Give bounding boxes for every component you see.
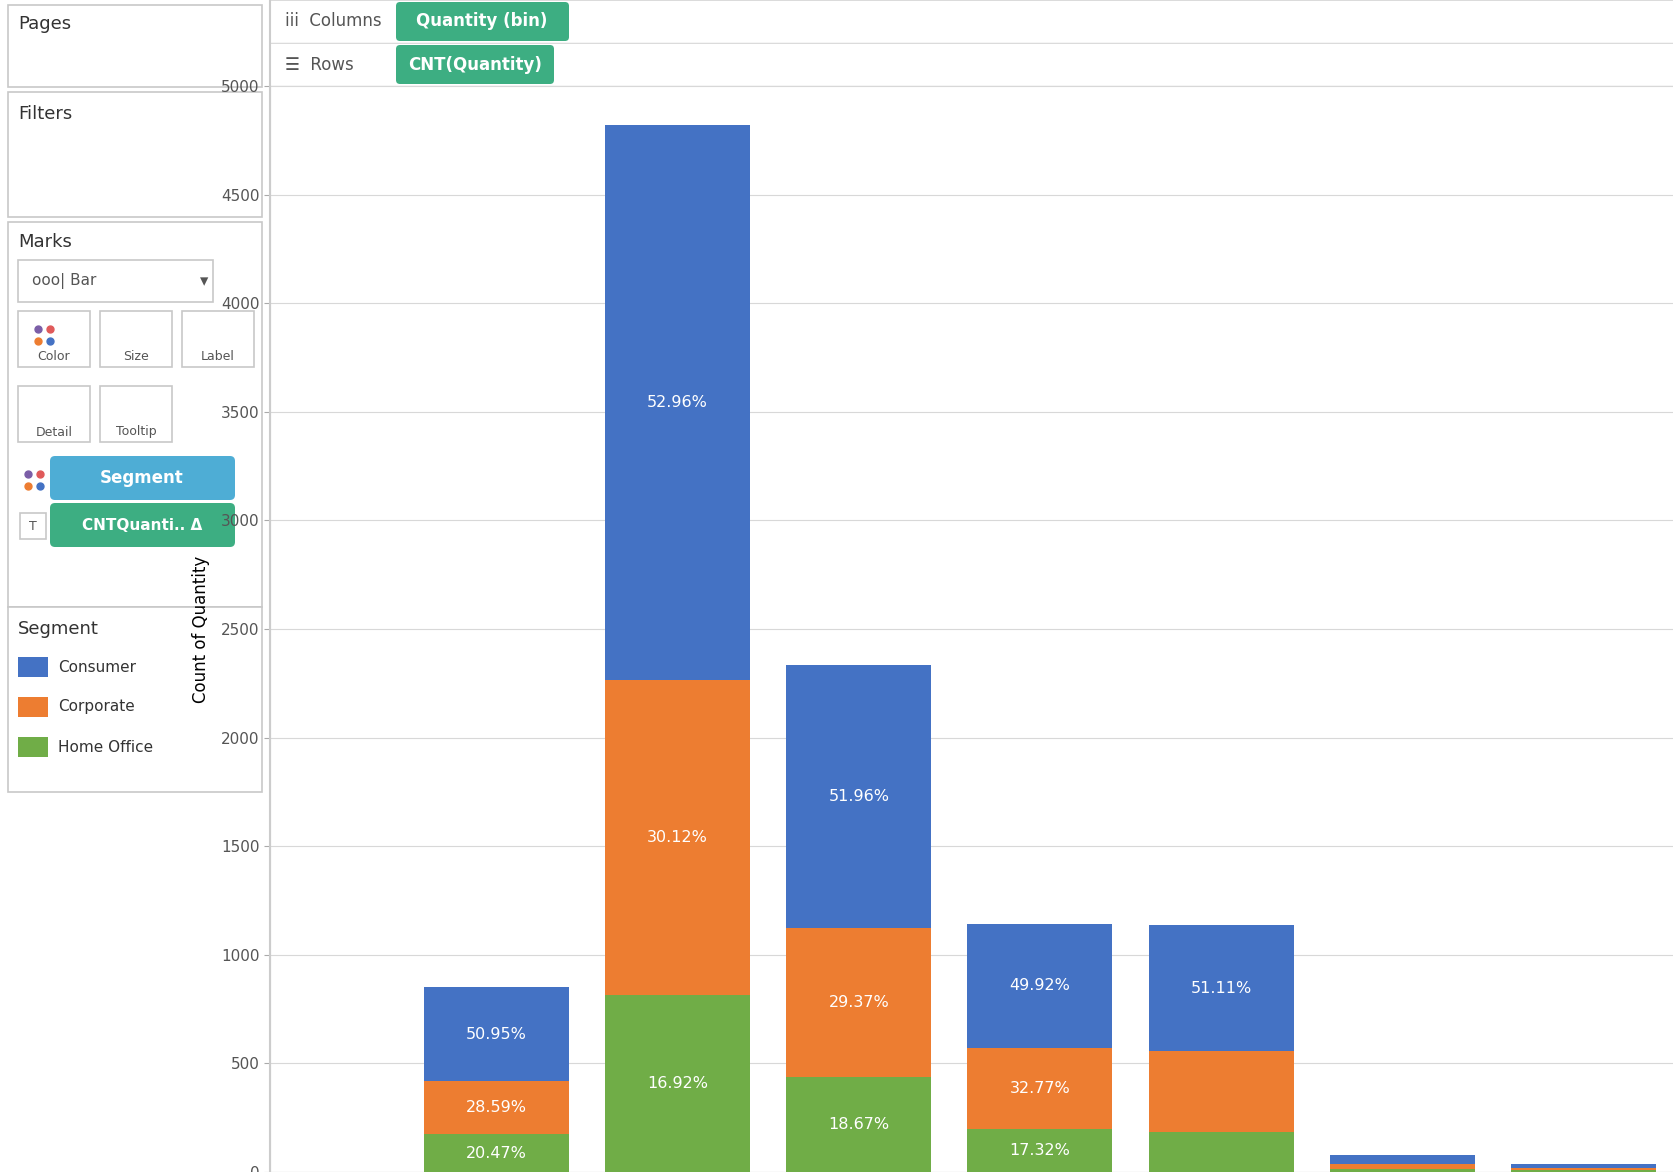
FancyBboxPatch shape	[20, 513, 45, 539]
Text: CNT(Quantity): CNT(Quantity)	[408, 55, 542, 74]
Bar	[423, 1082, 569, 1134]
FancyBboxPatch shape	[8, 222, 263, 607]
Text: 30.12%: 30.12%	[647, 830, 708, 845]
Text: 49.92%: 49.92%	[1009, 979, 1069, 994]
Text: 29.37%: 29.37%	[828, 995, 888, 1010]
Text: ▾: ▾	[199, 272, 207, 289]
Bar	[1511, 1171, 1655, 1172]
Bar	[786, 665, 930, 928]
Text: Corporate: Corporate	[59, 700, 134, 715]
Bar	[423, 987, 569, 1082]
Text: Pages: Pages	[18, 15, 70, 33]
FancyBboxPatch shape	[18, 311, 90, 367]
Bar	[18, 657, 49, 677]
Text: Filters: Filters	[18, 105, 72, 123]
Text: Segment: Segment	[18, 620, 99, 638]
Bar	[1328, 1164, 1474, 1170]
Text: Tooltip: Tooltip	[115, 425, 156, 438]
Text: ☰  Rows: ☰ Rows	[284, 55, 353, 74]
Bar	[1511, 1165, 1655, 1168]
Bar	[604, 125, 750, 680]
Text: Label: Label	[201, 350, 234, 363]
Text: Home Office: Home Office	[59, 740, 152, 755]
Text: 17.32%: 17.32%	[1009, 1143, 1069, 1158]
Text: 32.77%: 32.77%	[1009, 1081, 1069, 1096]
Bar	[604, 680, 750, 995]
Bar	[967, 1048, 1113, 1129]
FancyBboxPatch shape	[8, 607, 263, 792]
Text: 51.96%: 51.96%	[828, 789, 888, 804]
Bar	[786, 1077, 930, 1172]
Bar	[1328, 1170, 1474, 1172]
FancyBboxPatch shape	[397, 45, 554, 84]
FancyBboxPatch shape	[397, 2, 569, 41]
Bar	[1148, 925, 1293, 1051]
Bar	[423, 1134, 569, 1172]
FancyBboxPatch shape	[18, 260, 212, 302]
Text: Detail: Detail	[35, 425, 72, 438]
Text: Size: Size	[124, 350, 149, 363]
Bar	[1148, 1132, 1293, 1172]
FancyBboxPatch shape	[182, 311, 254, 367]
FancyBboxPatch shape	[100, 311, 172, 367]
Text: Color: Color	[38, 350, 70, 363]
FancyBboxPatch shape	[100, 386, 172, 442]
Text: Segment: Segment	[100, 469, 184, 488]
Text: CNTQuanti.. Δ: CNTQuanti.. Δ	[82, 518, 202, 532]
Bar	[967, 1129, 1113, 1172]
Bar	[967, 924, 1113, 1048]
Text: ooo| Bar: ooo| Bar	[32, 273, 97, 289]
Bar	[1148, 1051, 1293, 1132]
FancyBboxPatch shape	[50, 503, 234, 547]
Bar	[18, 697, 49, 717]
Bar	[18, 737, 49, 757]
Text: 50.95%: 50.95%	[465, 1027, 527, 1042]
Bar	[604, 995, 750, 1172]
Text: 20.47%: 20.47%	[465, 1145, 527, 1160]
Text: iii  Columns: iii Columns	[284, 13, 381, 30]
Text: 51.11%: 51.11%	[1190, 981, 1251, 996]
Text: 16.92%: 16.92%	[647, 1076, 708, 1091]
Y-axis label: Count of Quantity: Count of Quantity	[192, 556, 209, 703]
FancyBboxPatch shape	[50, 456, 234, 500]
Text: T: T	[28, 519, 37, 532]
Bar	[1511, 1168, 1655, 1171]
Text: Marks: Marks	[18, 233, 72, 251]
FancyBboxPatch shape	[8, 91, 263, 217]
FancyBboxPatch shape	[8, 5, 263, 87]
Text: Quantity (bin): Quantity (bin)	[417, 13, 547, 30]
Text: Consumer: Consumer	[59, 660, 136, 675]
Bar	[786, 928, 930, 1077]
Text: 28.59%: 28.59%	[465, 1101, 527, 1116]
Bar	[1328, 1156, 1474, 1164]
Text: 18.67%: 18.67%	[828, 1117, 888, 1132]
FancyBboxPatch shape	[18, 386, 90, 442]
Text: 52.96%: 52.96%	[647, 395, 708, 410]
